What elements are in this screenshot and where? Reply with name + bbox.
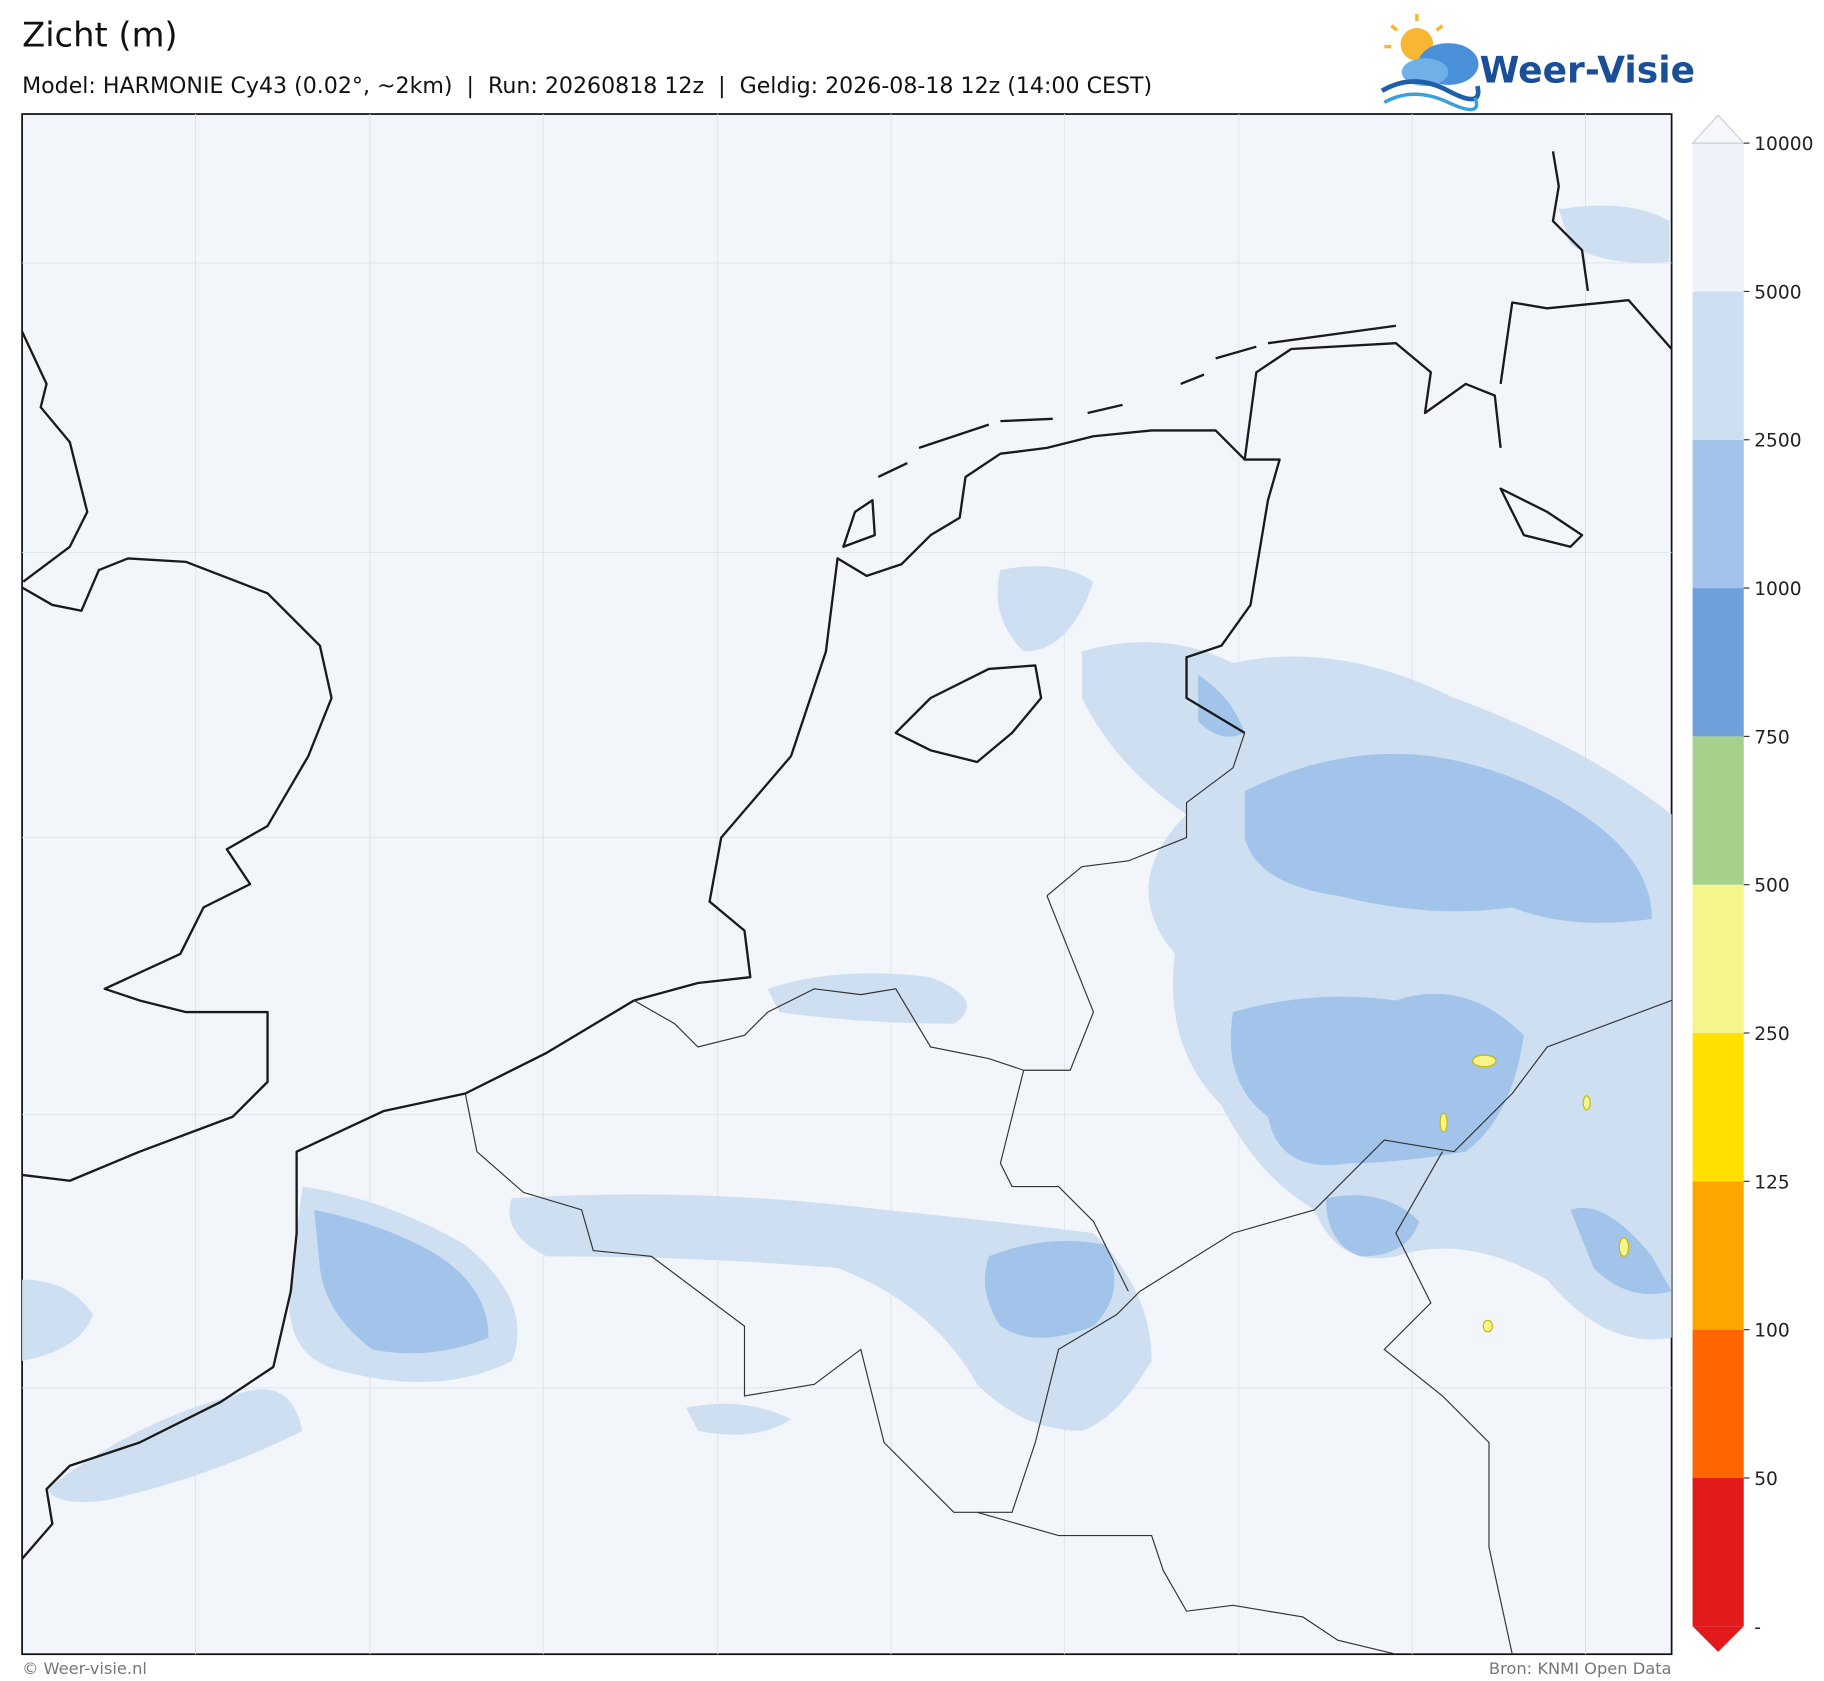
colorbar-segment bbox=[1692, 1033, 1744, 1182]
colorbar-tick-label: 100 bbox=[1754, 1321, 1790, 1342]
map bbox=[21, 113, 1673, 1656]
subtitle: Model: HARMONIE Cy43 (0.02°, ~2km) | Run… bbox=[22, 73, 1152, 99]
colorbar-segment bbox=[1692, 884, 1744, 1034]
colorbar-tick-label: 250 bbox=[1754, 1024, 1790, 1045]
colorbar-tick-label: 500 bbox=[1754, 876, 1790, 897]
colorbar-segment bbox=[1692, 439, 1744, 589]
colorbar: - 50 100 125 250 500 750 1000 2500 5000 10000 bbox=[1691, 114, 1813, 1652]
logo-text: Weer-Visie bbox=[1480, 50, 1695, 92]
colorbar-tick-label: 2500 bbox=[1754, 431, 1801, 452]
colorbar-tick-label: 1000 bbox=[1754, 579, 1801, 600]
colorbar-tick-label: 750 bbox=[1754, 727, 1790, 748]
colorbar-segment bbox=[1692, 588, 1744, 737]
logo: Weer-Visie bbox=[1380, 13, 1695, 112]
footer-right: Bron: KNMI Open Data bbox=[1489, 1659, 1672, 1678]
colorbar-bottom-label: - bbox=[1754, 1617, 1761, 1638]
colorbar-segment bbox=[1692, 291, 1744, 440]
colorbar-tick-label: 125 bbox=[1754, 1172, 1790, 1193]
colorbar-segment bbox=[1692, 143, 1744, 292]
colorbar-tick-label: 10000 bbox=[1754, 134, 1813, 155]
colorbar-extend-low bbox=[1692, 1626, 1744, 1652]
colorbar-tick-label: 5000 bbox=[1754, 282, 1801, 303]
colorbar-tick-label: 50 bbox=[1754, 1469, 1778, 1490]
colorbar-segment bbox=[1692, 1477, 1744, 1627]
colorbar-segment bbox=[1692, 1329, 1744, 1478]
title: Zicht (m) bbox=[22, 16, 177, 55]
colorbar-extend-high bbox=[1691, 114, 1746, 144]
colorbar-segment bbox=[1692, 1181, 1744, 1330]
colorbar-segment bbox=[1692, 736, 1744, 885]
footer-left: © Weer-visie.nl bbox=[22, 1659, 147, 1678]
